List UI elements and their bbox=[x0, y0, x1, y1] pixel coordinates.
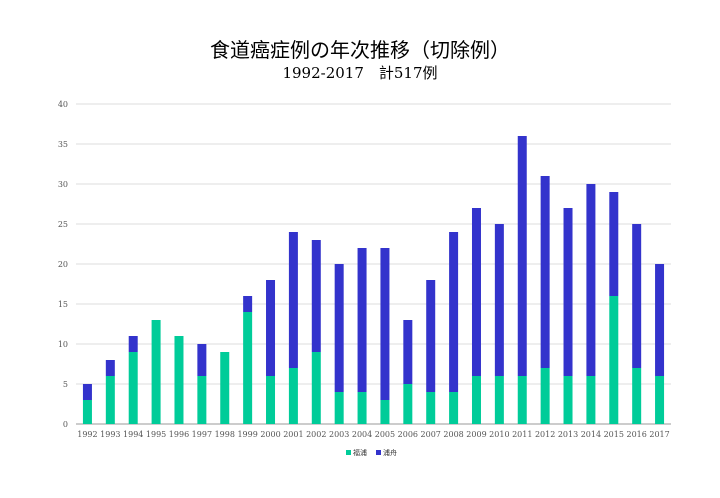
y-tick-label: 0 bbox=[63, 420, 68, 429]
bar-segment-fukuura bbox=[449, 392, 459, 424]
x-tick-label: 2011 bbox=[512, 430, 532, 439]
bar-segment-fukuura bbox=[517, 376, 527, 424]
bar-segment-urafune bbox=[197, 344, 207, 376]
bar-segment-urafune bbox=[609, 192, 619, 296]
y-tick-label: 25 bbox=[58, 220, 68, 229]
bar-segment-fukuura bbox=[311, 352, 321, 424]
bar-segment-urafune bbox=[632, 224, 642, 368]
x-tick-label: 1997 bbox=[192, 430, 212, 439]
bar-segment-fukuura bbox=[426, 392, 436, 424]
bar-segment-urafune bbox=[517, 136, 527, 376]
bar-segment-fukuura bbox=[494, 376, 504, 424]
x-tick-label: 2016 bbox=[626, 430, 646, 439]
bar-segment-fukuura bbox=[82, 400, 92, 424]
legend-swatch bbox=[346, 450, 351, 455]
bar-segment-urafune bbox=[288, 232, 298, 368]
bar-segment-fukuura bbox=[197, 376, 207, 424]
bar-segment-fukuura bbox=[655, 376, 665, 424]
y-tick-label: 10 bbox=[58, 340, 68, 349]
chart-subtitle: 1992-2017 計517例 bbox=[282, 64, 438, 82]
x-tick-label: 2000 bbox=[260, 430, 280, 439]
x-tick-label: 1999 bbox=[237, 430, 257, 439]
y-tick-label: 20 bbox=[58, 260, 68, 269]
x-tick-label: 1996 bbox=[169, 430, 189, 439]
bar-segment-fukuura bbox=[128, 352, 138, 424]
bar-segment-fukuura bbox=[174, 336, 184, 424]
bar-segment-fukuura bbox=[471, 376, 481, 424]
x-tick-label: 1995 bbox=[146, 430, 166, 439]
bar-segment-fukuura bbox=[151, 320, 161, 424]
bar-segment-urafune bbox=[494, 224, 504, 376]
bar-segment-urafune bbox=[82, 384, 92, 400]
bar-segment-urafune bbox=[655, 264, 665, 376]
bar-segment-urafune bbox=[380, 248, 390, 400]
bar-segment-urafune bbox=[105, 360, 115, 376]
bar-segment-urafune bbox=[426, 280, 436, 392]
bar-segment-urafune bbox=[334, 264, 344, 392]
x-tick-label: 2012 bbox=[535, 430, 555, 439]
bar-segment-urafune bbox=[540, 176, 550, 368]
bar-segment-fukuura bbox=[380, 400, 390, 424]
x-tick-label: 2003 bbox=[329, 430, 349, 439]
bar-segment-urafune bbox=[357, 248, 367, 392]
bar-segment-fukuura bbox=[266, 376, 276, 424]
x-tick-label: 2017 bbox=[649, 430, 669, 439]
bar-segment-urafune bbox=[311, 240, 321, 352]
x-tick-label: 1994 bbox=[123, 430, 143, 439]
bar-segment-urafune bbox=[128, 336, 138, 352]
bar-segment-fukuura bbox=[586, 376, 596, 424]
x-tick-label: 2015 bbox=[604, 430, 624, 439]
x-tick-label: 2013 bbox=[558, 430, 578, 439]
legend-label: 福浦 bbox=[353, 448, 367, 457]
y-tick-label: 5 bbox=[63, 380, 68, 389]
x-tick-label: 2001 bbox=[283, 430, 303, 439]
bar-segment-urafune bbox=[563, 208, 573, 376]
bar-segment-fukuura bbox=[609, 296, 619, 424]
legend-swatch bbox=[376, 450, 381, 455]
legend-label: 浦舟 bbox=[383, 448, 397, 457]
bar-segment-fukuura bbox=[403, 384, 413, 424]
bar-segment-urafune bbox=[586, 184, 596, 376]
x-tick-label: 1998 bbox=[215, 430, 235, 439]
x-tick-label: 2009 bbox=[466, 430, 486, 439]
bar-segment-urafune bbox=[471, 208, 481, 376]
x-tick-label: 1992 bbox=[77, 430, 97, 439]
bar-segment-fukuura bbox=[334, 392, 344, 424]
x-tick-label: 1993 bbox=[100, 430, 120, 439]
bar-segment-fukuura bbox=[105, 376, 115, 424]
chart-title: 食道癌症例の年次推移（切除例） bbox=[210, 38, 510, 62]
y-tick-label: 40 bbox=[58, 100, 68, 109]
y-tick-label: 30 bbox=[58, 180, 68, 189]
x-tick-label: 2005 bbox=[375, 430, 395, 439]
bar-segment-urafune bbox=[266, 280, 276, 376]
x-tick-label: 2010 bbox=[489, 430, 509, 439]
bar-segment-fukuura bbox=[540, 368, 550, 424]
x-tick-label: 2014 bbox=[581, 430, 601, 439]
x-tick-label: 2006 bbox=[398, 430, 418, 439]
bar-segment-fukuura bbox=[563, 376, 573, 424]
x-tick-label: 2002 bbox=[306, 430, 326, 439]
y-tick-label: 35 bbox=[58, 140, 68, 149]
bar-segment-urafune bbox=[403, 320, 413, 384]
bar-segment-urafune bbox=[449, 232, 459, 392]
x-tick-label: 2008 bbox=[443, 430, 463, 439]
bar-segment-urafune bbox=[243, 296, 253, 312]
bar-segment-fukuura bbox=[220, 352, 230, 424]
bar-segment-fukuura bbox=[243, 312, 253, 424]
bar-segment-fukuura bbox=[357, 392, 367, 424]
bar-segment-fukuura bbox=[288, 368, 298, 424]
x-tick-label: 2007 bbox=[421, 430, 441, 439]
bar-segment-fukuura bbox=[632, 368, 642, 424]
y-tick-label: 15 bbox=[58, 300, 68, 309]
x-tick-label: 2004 bbox=[352, 430, 372, 439]
